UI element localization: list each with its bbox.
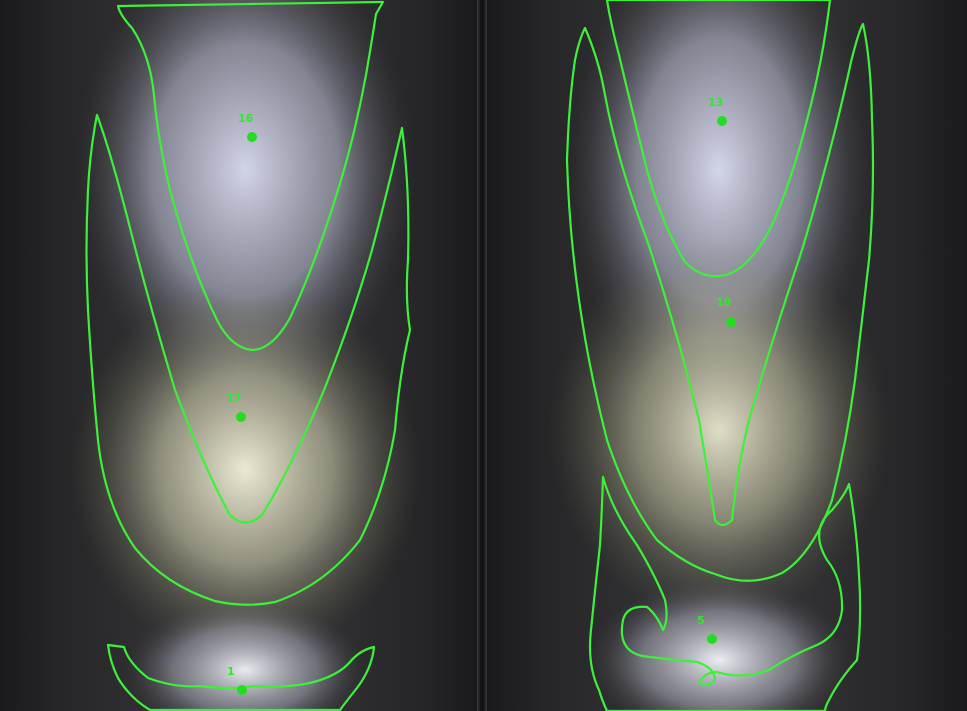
panel-divider: [477, 0, 487, 711]
marker-5-label: 5: [697, 614, 705, 627]
marker-16-label: 16: [238, 112, 254, 125]
marker-1-label: 1: [227, 665, 235, 678]
marker-13-label: 13: [708, 96, 723, 109]
contour-5: [588, 475, 862, 711]
marker-16-point: [247, 132, 257, 142]
marker-17-label: 17: [226, 392, 241, 405]
left-image-panel: 16 17 1: [0, 0, 477, 711]
marker-13-point: [717, 116, 727, 126]
left-view-svg: 16 17 1: [0, 0, 477, 711]
contour-13: [605, 0, 832, 278]
left-cool-glow: [75, 0, 415, 400]
contour-1: [106, 643, 376, 711]
marker-17-point: [236, 412, 246, 422]
left-warm-glow: [70, 280, 420, 660]
marker-19-point: [726, 317, 736, 327]
contour-19: [565, 22, 875, 582]
right-view-svg: 13 19 5: [487, 0, 967, 711]
marker-1-point: [237, 685, 247, 695]
contour-16: [116, 0, 385, 352]
marker-19-label: 19: [716, 296, 731, 309]
contour-17: [85, 113, 412, 606]
marker-5-point: [707, 634, 717, 644]
right-image-panel: 13 19 5: [487, 0, 967, 711]
right-warm-glow: [549, 240, 889, 620]
